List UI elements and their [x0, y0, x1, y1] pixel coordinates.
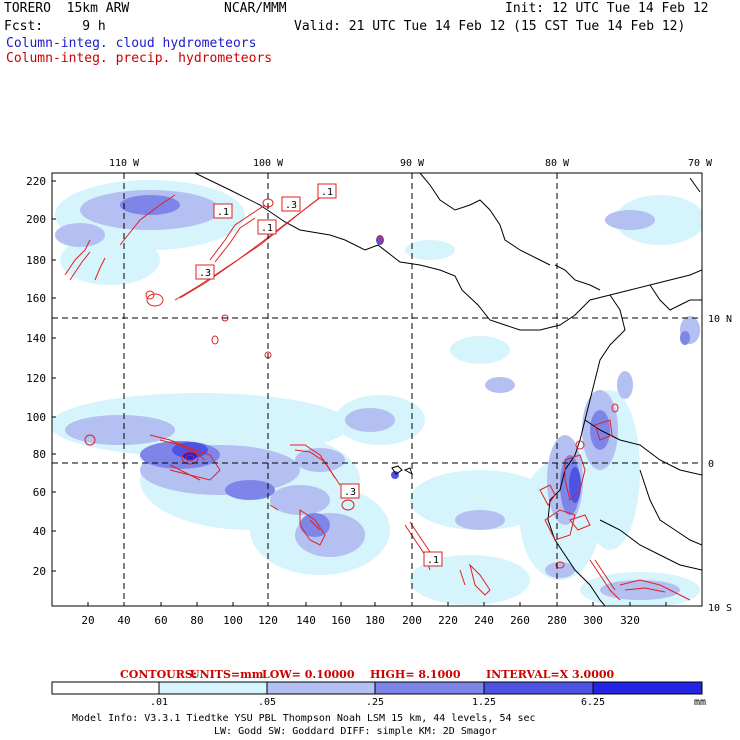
contour-label: .1 — [261, 223, 273, 234]
lat-label: 10 N — [708, 314, 732, 325]
x-tick-label: 120 — [258, 614, 278, 627]
map-frame — [51, 172, 703, 607]
x-tick-label: 160 — [331, 614, 351, 627]
valid-time: Valid: 21 UTC Tue 14 Feb 12 (15 CST Tue … — [294, 19, 686, 34]
x-tick-label: 200 — [402, 614, 422, 627]
contour-units: UNITS=mm — [190, 668, 264, 681]
colorbar-segment — [483, 681, 594, 695]
x-tick-label: 300 — [583, 614, 603, 627]
colorbar-tick: 6.25 — [581, 697, 605, 708]
cloud-field-label: Column-integ. cloud hydrometeors — [6, 36, 257, 51]
colorbar-segment — [592, 681, 703, 695]
center-title: NCAR/MMM — [224, 1, 287, 16]
colorbar — [51, 681, 703, 695]
contour-label: .3 — [199, 268, 211, 279]
colorbar-segment — [374, 681, 485, 695]
colorbar-segment — [51, 681, 160, 695]
colorbar-segment — [158, 681, 268, 695]
x-tick-label: 220 — [438, 614, 458, 627]
x-tick-label: 280 — [547, 614, 567, 627]
lon-label: 70 W — [688, 158, 713, 169]
x-tick-label: 60 — [154, 614, 167, 627]
lat-label: 10 S — [708, 603, 732, 614]
y-tick-label: 120 — [26, 372, 46, 385]
contour-label: .3 — [344, 487, 356, 498]
colorbar-segment — [266, 681, 376, 695]
lon-label: 100 W — [253, 158, 284, 169]
axis-ticks — [52, 180, 667, 606]
lon-label: 80 W — [545, 158, 570, 169]
graticule — [52, 173, 702, 606]
y-tick-label: 220 — [26, 175, 46, 188]
colorbar-tick: .01 — [150, 697, 168, 708]
x-tick-label: 80 — [190, 614, 203, 627]
x-tick-label: 320 — [620, 614, 640, 627]
x-tick-label: 240 — [474, 614, 494, 627]
contour-label: .1 — [217, 207, 229, 218]
x-tick-label: 180 — [365, 614, 385, 627]
y-tick-label: 100 — [26, 411, 46, 424]
colorbar-tick: .05 — [258, 697, 276, 708]
y-tick-label: 40 — [33, 525, 46, 538]
x-tick-label: 140 — [296, 614, 316, 627]
y-tick-label: 20 — [33, 565, 46, 578]
contour-low: LOW= 0.10000 — [262, 668, 355, 681]
precip-field-label: Column-integ. precip. hydrometeors — [6, 51, 273, 66]
model-title: TORERO 15km ARW — [4, 1, 130, 16]
contour-interval: INTERVAL=X 3.0000 — [486, 668, 614, 681]
y-tick-label: 200 — [26, 213, 46, 226]
model-info-line1: Model Info: V3.3.1 Tiedtke YSU PBL Thomp… — [72, 713, 536, 724]
lon-label: 90 W — [400, 158, 425, 169]
contour-label: .3 — [285, 200, 297, 211]
contour-info-label: CONTOURS: — [120, 668, 197, 681]
y-tick-label: 160 — [26, 292, 46, 305]
x-tick-label: 260 — [510, 614, 530, 627]
contour-label: .1 — [321, 187, 333, 198]
y-tick-label: 140 — [26, 332, 46, 345]
x-tick-label: 100 — [223, 614, 243, 627]
lat-label: 0 — [708, 459, 714, 470]
colorbar-tick: .25 — [366, 697, 384, 708]
colorbar-tick: 1.25 — [472, 697, 496, 708]
colorbar-unit: mm — [694, 697, 706, 708]
y-tick-label: 80 — [33, 448, 46, 461]
contour-label-boxes — [195, 183, 443, 567]
model-info-line2: LW: Godd SW: Goddard DIFF: simple KM: 2D… — [214, 726, 497, 737]
x-tick-label: 40 — [117, 614, 130, 627]
init-time: Init: 12 UTC Tue 14 Feb 12 — [505, 1, 709, 16]
x-tick-label: 20 — [81, 614, 94, 627]
lon-label: 110 W — [109, 158, 140, 169]
contour-high: HIGH= 8.1000 — [370, 668, 461, 681]
y-tick-label: 180 — [26, 254, 46, 267]
contour-label: .1 — [427, 555, 439, 566]
forecast-hour: Fcst: 9 h — [4, 19, 106, 34]
y-tick-label: 60 — [33, 486, 46, 499]
coastlines — [194, 173, 702, 606]
